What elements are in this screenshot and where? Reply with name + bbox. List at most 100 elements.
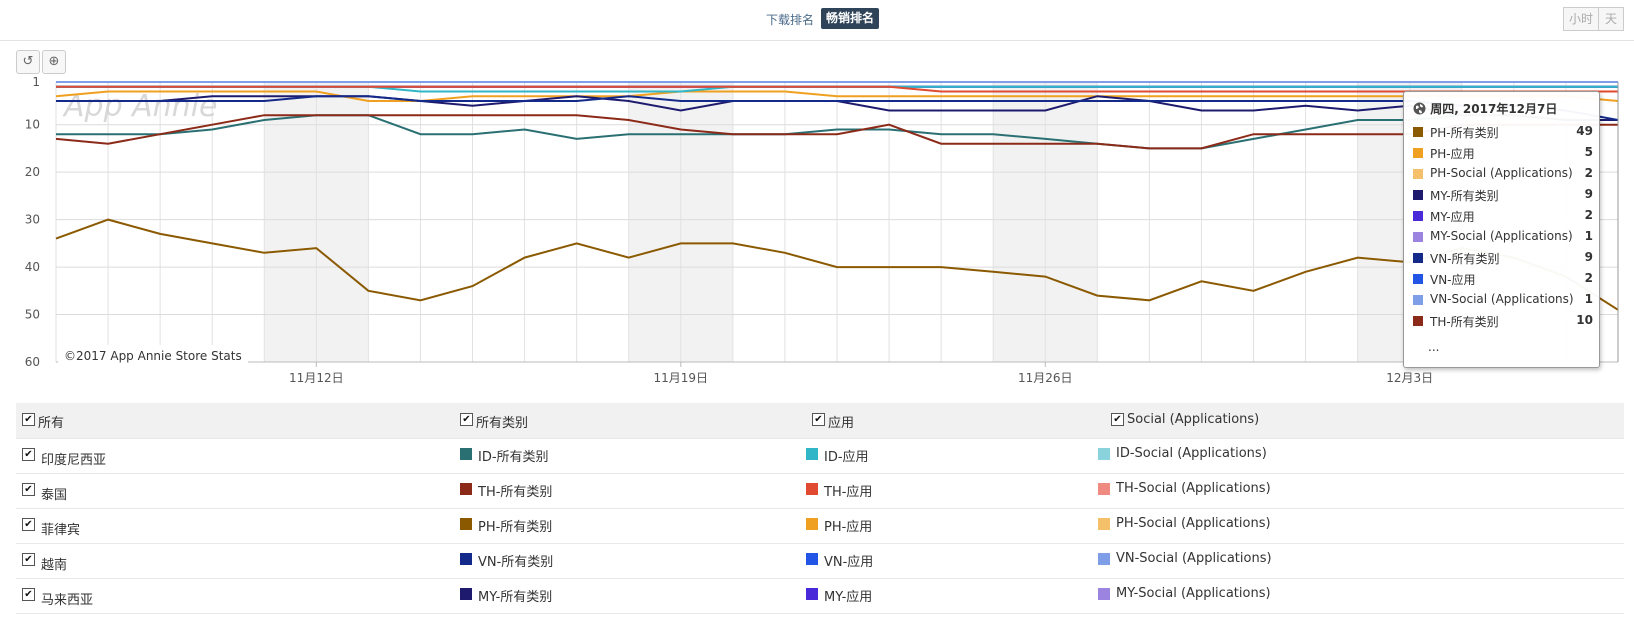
series-legend-label[interactable]: ID-Social (Applications) <box>1116 446 1267 461</box>
day-toggle-button[interactable]: 天 <box>1598 7 1624 31</box>
x-tick-label: 11月19日 <box>654 371 709 385</box>
zoom-button[interactable]: ⊕ <box>42 50 66 74</box>
country-checkbox[interactable]: ✔ <box>22 448 35 461</box>
series-swatch[interactable] <box>806 483 818 495</box>
series-legend-label[interactable]: PH-应用 <box>824 520 873 535</box>
y-tick-label: 20 <box>25 165 40 179</box>
series-legend-label[interactable]: TH-Social (Applications) <box>1116 481 1271 496</box>
legend-header-social: Social (Applications) <box>1127 412 1260 427</box>
tooltip-value: 1 <box>1584 229 1593 243</box>
tooltip-swatch <box>1413 232 1423 242</box>
tooltip-swatch <box>1413 295 1423 305</box>
tooltip-swatch <box>1413 253 1423 263</box>
legend-row: ✔ 菲律宾 PH-所有类别 PH-应用 PH-Social (Applications) <box>16 508 1624 544</box>
tooltip-label: TH-所有类别 <box>1430 315 1499 329</box>
country-checkbox[interactable]: ✔ <box>22 483 35 496</box>
country-checkbox[interactable]: ✔ <box>22 553 35 566</box>
tooltip-label: MY-Social (Applications) <box>1430 229 1573 243</box>
checkbox-all[interactable]: ✔ <box>22 413 35 426</box>
tooltip-row: VN-应用 2 <box>1413 270 1593 288</box>
series-legend-label[interactable]: PH-Social (Applications) <box>1116 516 1271 531</box>
country-label: 印度尼西亚 <box>41 453 107 468</box>
legend-row: ✔ 印度尼西亚 ID-所有类别 ID-应用 ID-Social (Application… <box>16 438 1624 474</box>
series-legend-label[interactable]: VN-Social (Applications) <box>1116 551 1272 566</box>
checkbox-apps[interactable]: ✔ <box>812 413 825 426</box>
tooltip-value: 9 <box>1584 187 1593 201</box>
hour-toggle-button[interactable]: 小时 <box>1563 7 1599 31</box>
series-swatch[interactable] <box>460 588 472 600</box>
series-swatch[interactable] <box>460 518 472 530</box>
country-checkbox[interactable]: ✔ <box>22 588 35 601</box>
tooltip-swatch <box>1413 127 1423 137</box>
zoom-icon: ⊕ <box>48 54 60 69</box>
series-legend-label[interactable]: TH-应用 <box>824 485 873 500</box>
series-legend-label[interactable]: TH-所有类别 <box>478 485 553 500</box>
grossing-rank-tab[interactable]: 畅销排名 <box>821 8 880 29</box>
legend-row: ✔ 泰国 TH-所有类别 TH-应用 TH-Social (Applications) <box>16 473 1624 509</box>
series-swatch[interactable] <box>806 588 818 600</box>
tooltip-row: VN-Social (Applications) 1 <box>1413 291 1593 309</box>
tooltip-swatch <box>1413 169 1423 179</box>
country-checkbox[interactable]: ✔ <box>22 518 35 531</box>
tooltip-row: MY-Social (Applications) 1 <box>1413 228 1593 246</box>
tooltip-value: 49 <box>1576 124 1593 138</box>
series-legend-label[interactable]: MY-应用 <box>824 590 873 605</box>
series-legend-label[interactable]: VN-应用 <box>824 555 874 570</box>
series-legend-label[interactable]: ID-应用 <box>824 450 869 465</box>
tooltip-header: 周四, 2017年12月7日 <box>1413 100 1557 117</box>
series-legend-label[interactable]: MY-所有类别 <box>478 590 553 605</box>
tooltip-value: 2 <box>1584 271 1593 285</box>
tooltip-swatch <box>1413 190 1423 200</box>
tooltip-label: MY-应用 <box>1430 210 1475 224</box>
checkbox-social[interactable]: ✔ <box>1111 413 1124 426</box>
series-legend-label[interactable]: PH-所有类别 <box>478 520 553 535</box>
country-label: 马来西亚 <box>41 593 94 608</box>
series-swatch[interactable] <box>1098 518 1110 530</box>
tooltip-label: VN-所有类别 <box>1430 252 1500 266</box>
reset-zoom-button[interactable]: ↺ <box>16 50 40 74</box>
series-swatch[interactable] <box>460 553 472 565</box>
series-line <box>55 90 1619 102</box>
reset-icon: ↺ <box>22 54 34 69</box>
series-legend-label[interactable]: VN-所有类别 <box>478 555 554 570</box>
weekend-bands <box>264 82 1462 362</box>
tooltip-label: PH-所有类别 <box>1430 126 1499 140</box>
y-tick-label: 1 <box>32 76 40 89</box>
tooltip-date: 周四, 2017年12月7日 <box>1430 102 1558 116</box>
tooltip-value: 2 <box>1584 166 1593 180</box>
tooltip-label: VN-Social (Applications) <box>1430 292 1574 306</box>
series-line <box>55 218 1619 311</box>
series-swatch[interactable] <box>806 518 818 530</box>
series-swatch[interactable] <box>460 483 472 495</box>
series-legend-label[interactable]: ID-所有类别 <box>478 450 549 465</box>
series-swatch[interactable] <box>1098 588 1110 600</box>
y-tick-label: 40 <box>25 260 40 274</box>
country-label: 菲律宾 <box>41 523 81 538</box>
y-tick-label: 50 <box>25 308 40 322</box>
series-swatch[interactable] <box>806 553 818 565</box>
tooltip-row: PH-所有类别 49 <box>1413 123 1593 141</box>
download-rank-tab[interactable]: 下载排名 <box>766 13 815 27</box>
legend-header-all: 所有 <box>38 416 65 431</box>
tooltip-value: 2 <box>1584 208 1593 222</box>
tooltip-row: MY-所有类别 9 <box>1413 186 1593 204</box>
tooltip-row: TH-所有类别 10 <box>1413 312 1593 330</box>
series-legend-label[interactable]: MY-Social (Applications) <box>1116 586 1271 601</box>
series-swatch[interactable] <box>1098 553 1110 565</box>
legend-header-row: ✔ 所有 ✔ 所有类别 ✔ 应用 ✔ Social (Applications) <box>16 403 1624 439</box>
series-swatch[interactable] <box>806 448 818 460</box>
y-axis: 1 10 20 30 40 50 60 <box>25 76 40 369</box>
tooltip-label: PH-Social (Applications) <box>1430 166 1573 180</box>
tooltip-swatch <box>1413 211 1423 221</box>
country-label: 越南 <box>41 558 68 573</box>
tooltip-row: PH-Social (Applications) 2 <box>1413 165 1593 183</box>
country-label: 泰国 <box>41 488 68 503</box>
series-swatch[interactable] <box>1098 483 1110 495</box>
checkbox-all-categories[interactable]: ✔ <box>460 413 473 426</box>
tooltip-label: VN-应用 <box>1430 273 1476 287</box>
series-swatch[interactable] <box>460 448 472 460</box>
series-swatch[interactable] <box>1098 448 1110 460</box>
series-line <box>56 95 1619 121</box>
tooltip-row: VN-所有类别 9 <box>1413 249 1593 267</box>
x-tick-label: 11月12日 <box>289 371 344 385</box>
